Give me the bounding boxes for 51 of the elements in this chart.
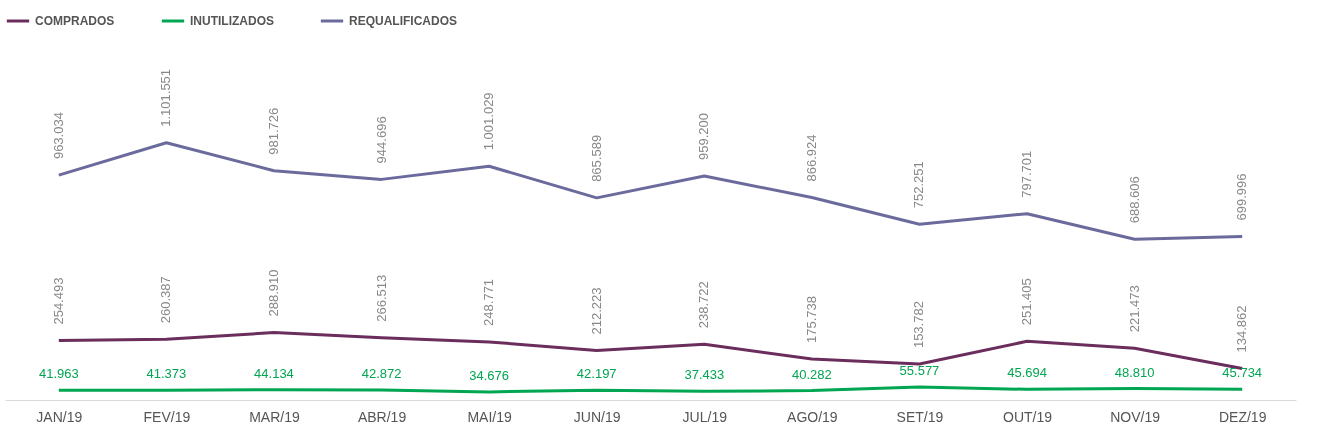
data-label: 41.963 <box>38 366 79 382</box>
data-label: 254.493 <box>50 277 66 325</box>
x-tick-label: AGO/19 <box>787 408 838 425</box>
x-tick-label: ABR/19 <box>357 408 407 425</box>
x-tick-label: NOV/19 <box>1110 408 1161 425</box>
data-label: 48.810 <box>1114 364 1155 380</box>
x-tick-label: JAN/19 <box>36 408 83 425</box>
data-label: 1.001.029 <box>481 92 497 151</box>
data-label: 45.694 <box>1007 365 1047 381</box>
data-label: 37.433 <box>684 367 725 383</box>
data-label: 288.910 <box>265 269 281 317</box>
data-label: 251.405 <box>1019 278 1035 326</box>
x-tick-label: DEZ/19 <box>1218 408 1267 425</box>
legend-label: REQUALIFICADOS <box>349 14 457 28</box>
data-label: 238.722 <box>696 281 712 329</box>
data-label: 175.738 <box>803 295 819 343</box>
legend-label: INUTILIZADOS <box>190 14 274 28</box>
x-tick-label: OUT/19 <box>1003 408 1053 425</box>
data-label: 221.473 <box>1126 285 1142 333</box>
data-label: 866.924 <box>803 134 819 182</box>
data-label: 248.771 <box>481 278 497 326</box>
data-label: 865.589 <box>588 134 604 182</box>
data-label: 699.996 <box>1234 173 1250 221</box>
data-label: 153.782 <box>911 301 927 349</box>
legend-label: COMPRADOS <box>35 14 115 28</box>
data-label: 42.872 <box>361 365 402 381</box>
data-label: 797.701 <box>1019 150 1035 198</box>
x-tick-label: JUL/19 <box>682 408 728 425</box>
data-label: 42.197 <box>576 366 617 382</box>
data-label: 752.251 <box>911 161 927 209</box>
x-tick-label: JUN/19 <box>573 408 621 425</box>
data-label: 1.101.551 <box>158 68 174 127</box>
data-label: 688.606 <box>1126 176 1142 224</box>
data-label: 34.676 <box>469 367 510 383</box>
data-label: 981.726 <box>265 107 281 155</box>
data-label: 963.034 <box>50 112 66 160</box>
data-label: 45.734 <box>1222 365 1263 381</box>
data-label: 134.862 <box>1234 305 1250 353</box>
data-label: 212.223 <box>588 287 604 335</box>
data-label: 44.134 <box>254 365 294 381</box>
data-label: 260.387 <box>158 276 174 324</box>
x-tick-label: MAI/19 <box>467 408 513 425</box>
data-label: 944.696 <box>373 116 389 164</box>
data-label: 41.373 <box>146 366 187 382</box>
data-label: 959.200 <box>696 113 712 160</box>
data-label: 40.282 <box>791 366 832 382</box>
x-tick-label: FEV/19 <box>143 408 191 425</box>
data-label: 55.577 <box>899 363 940 379</box>
x-tick-label: MAR/19 <box>249 408 300 425</box>
data-label: 266.513 <box>373 274 389 322</box>
x-tick-label: SET/19 <box>896 408 944 425</box>
